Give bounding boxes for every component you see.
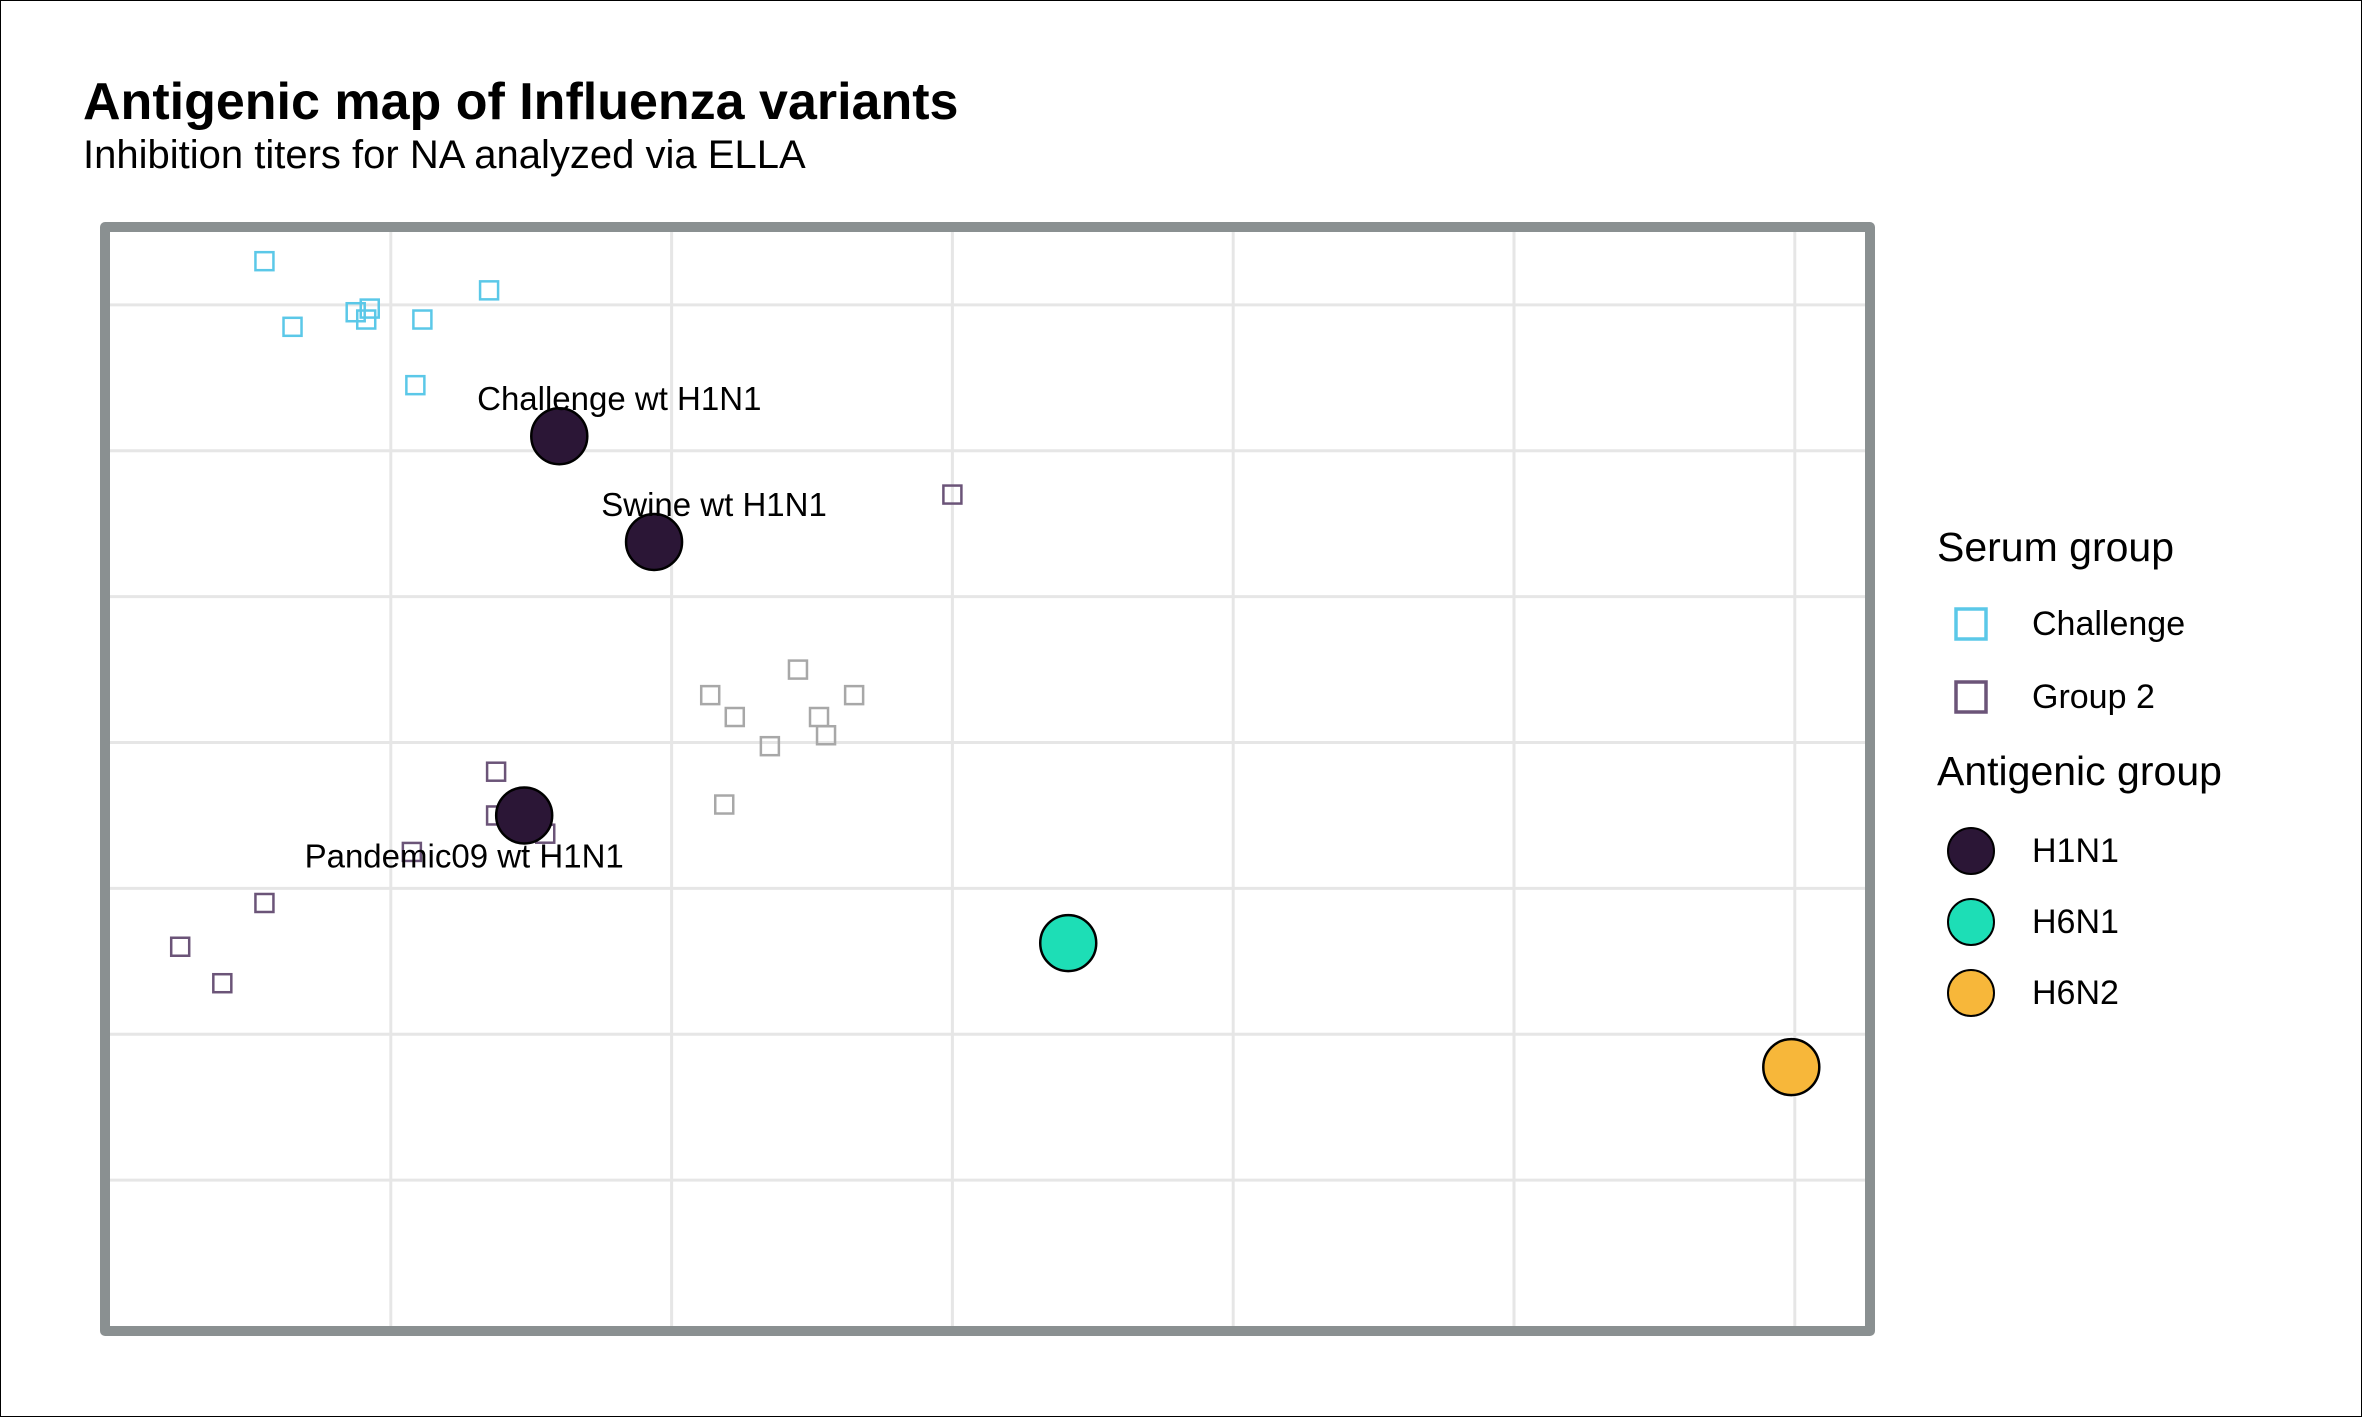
serum-point xyxy=(401,841,423,863)
grid-lines xyxy=(110,232,1865,1326)
serum-point xyxy=(355,309,377,330)
legend-key-h6n1 xyxy=(1947,898,1995,946)
serum-point xyxy=(212,972,233,994)
legend-label-group-2: Group 2 xyxy=(2032,678,2155,716)
antigen-point xyxy=(1762,1037,1821,1097)
serum-point xyxy=(699,684,721,706)
serum-point xyxy=(359,298,380,319)
antigen-point xyxy=(530,406,589,466)
serum-point xyxy=(254,892,275,914)
serum-point xyxy=(759,735,781,757)
serum-point xyxy=(412,309,433,330)
serum-point xyxy=(942,484,963,505)
chart-title: Antigenic map of Influenza variants xyxy=(83,73,959,131)
serum-point xyxy=(282,316,303,338)
antigen-point xyxy=(1038,913,1098,973)
antigen-point xyxy=(624,512,684,572)
legend-label-h6n2: H6N2 xyxy=(2032,974,2119,1012)
serum-point xyxy=(485,761,507,782)
serum-point xyxy=(843,684,865,706)
serum-point xyxy=(714,794,735,815)
data-points xyxy=(169,250,1821,1097)
panel-border xyxy=(100,222,1875,1336)
point-label: Pandemic09 wt H1N1 xyxy=(305,837,624,874)
point-label: Challenge wt H1N1 xyxy=(477,380,761,417)
legend-label-challenge: Challenge xyxy=(2032,605,2186,643)
legend-antigenic-group-title: Antigenic group xyxy=(1937,748,2222,794)
legend-key-group-2 xyxy=(1954,680,1988,714)
legend-label-h6n1: H6N1 xyxy=(2032,903,2119,941)
serum-point xyxy=(345,301,366,323)
legend-serum-group-title: Serum group xyxy=(1937,524,2175,570)
legend-key-h6n2 xyxy=(1947,969,1995,1017)
serum-point xyxy=(815,724,837,746)
serum-point xyxy=(405,374,426,396)
point-labels: Challenge wt H1N1 Swine wt H1N1 Pandemic09… xyxy=(305,380,827,874)
chart-subtitle: Inhibition titers for NA analyzed via EL… xyxy=(83,133,806,177)
legend-key-h1n1 xyxy=(1947,827,1995,875)
serum-point xyxy=(724,706,746,728)
serum-point xyxy=(169,936,191,957)
legend-key-challenge xyxy=(1954,607,1988,641)
serum-point xyxy=(787,659,809,680)
serum-point xyxy=(478,280,500,301)
serum-point xyxy=(254,250,275,272)
serum-point xyxy=(808,706,830,728)
point-label: Swine wt H1N1 xyxy=(601,486,827,523)
legend-label-h1n1: H1N1 xyxy=(2032,832,2119,870)
antigen-point xyxy=(494,786,554,845)
